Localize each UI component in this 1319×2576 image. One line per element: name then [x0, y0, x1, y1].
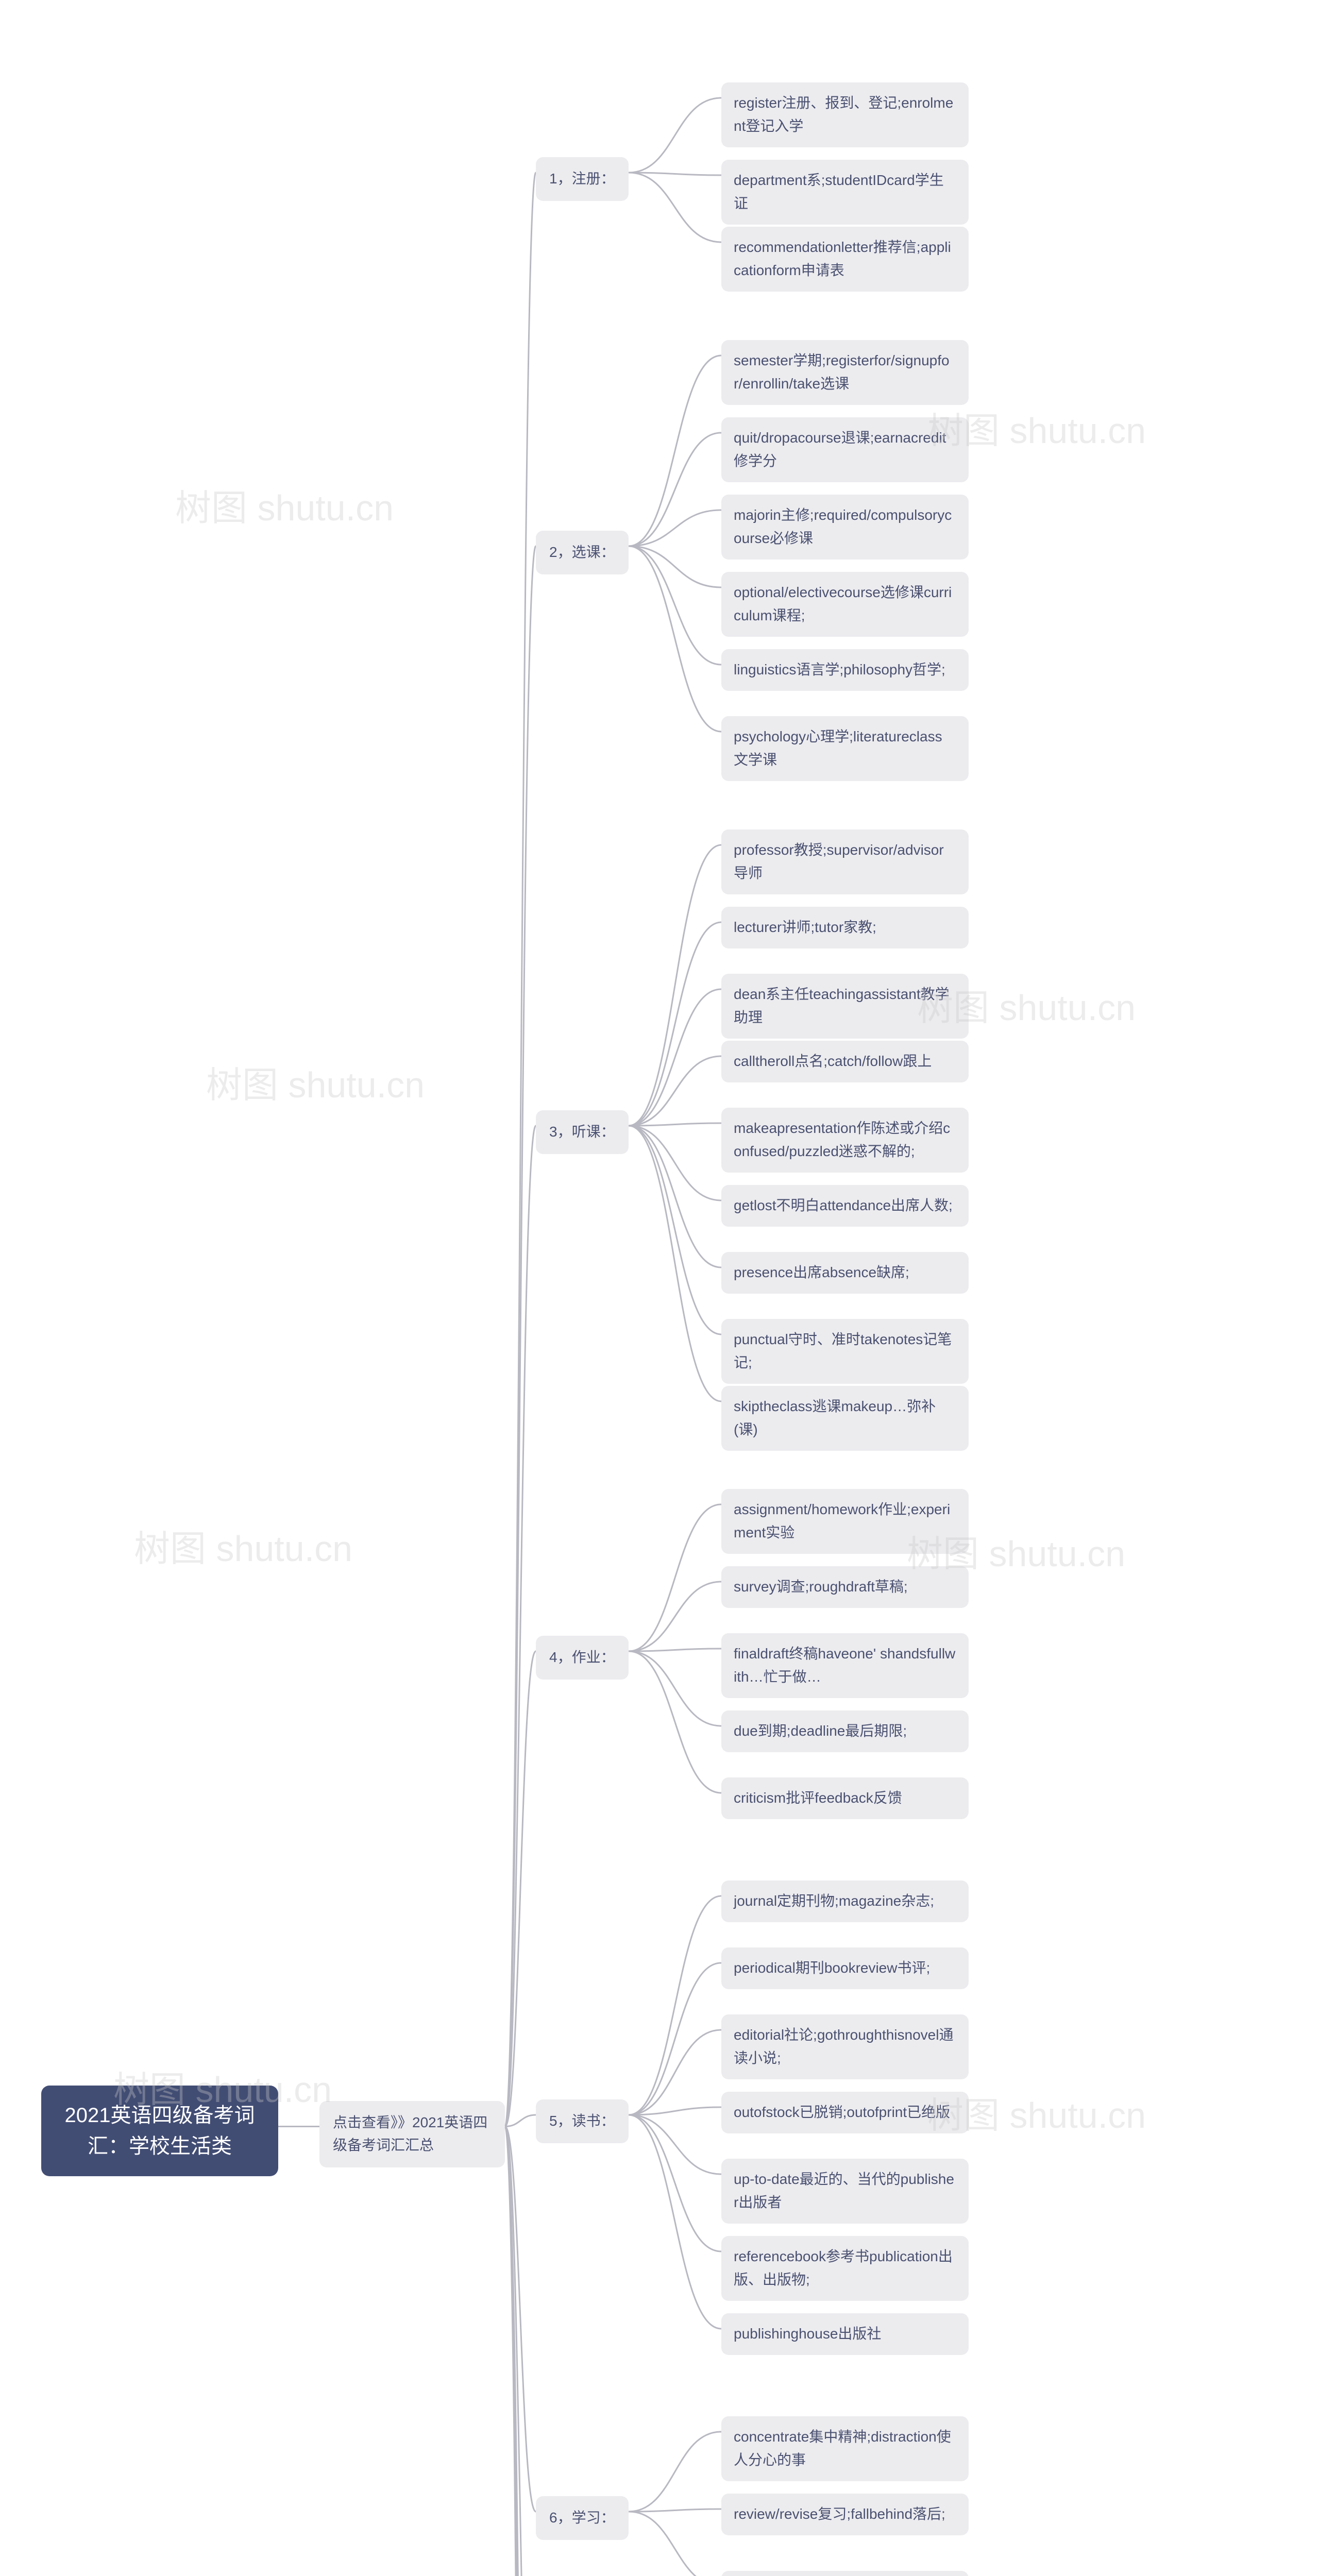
leaf-node-2-1: lecturer讲师;tutor家教;: [721, 907, 969, 948]
branch-node-0: 1，注册：: [536, 157, 629, 201]
leaf-node-4-3: outofstock已脱销;outofprint已绝版: [721, 2092, 969, 2133]
leaf-node-2-8: skiptheclass逃课makeup…弥补(课): [721, 1386, 969, 1451]
leaf-node-1-5: psychology心理学;literatureclass文学课: [721, 716, 969, 781]
leaf-node-4-6: publishinghouse出版社: [721, 2313, 969, 2355]
leaf-node-2-3: calltheroll点名;catch/follow跟上: [721, 1041, 969, 1082]
leaf-node-5-0: concentrate集中精神;distraction使人分心的事: [721, 2416, 969, 2481]
leaf-node-4-5: referencebook参考书publication出版、出版物;: [721, 2236, 969, 2301]
leaf-node-0-2: recommendationletter推荐信;applicationform申…: [721, 227, 969, 292]
leaf-node-3-0: assignment/homework作业;experiment实验: [721, 1489, 969, 1554]
leaf-node-2-7: punctual守时、准时takenotes记笔记;: [721, 1319, 969, 1384]
leaf-node-1-1: quit/dropacourse退课;earnacredit修学分: [721, 417, 969, 482]
leaf-node-4-0: journal定期刊物;magazine杂志;: [721, 1880, 969, 1922]
branch-node-4: 5，读书：: [536, 2099, 629, 2143]
branch-node-2: 3，听课：: [536, 1110, 629, 1154]
branch-node-3: 4，作业：: [536, 1636, 629, 1680]
leaf-node-2-5: getlost不明白attendance出席人数;: [721, 1185, 969, 1227]
leaf-node-3-1: survey调查;roughdraft草稿;: [721, 1566, 969, 1608]
leaf-node-2-0: professor教授;supervisor/advisor导师: [721, 829, 969, 894]
leaf-node-4-1: periodical期刊bookreview书评;: [721, 1947, 969, 1989]
level1-node: 点击查看》》2021英语四级备考词汇汇总: [319, 2101, 505, 2168]
watermark: 树图 shutu.cn: [206, 1056, 425, 1108]
leaf-node-2-2: dean系主任teachingassistant教学助理: [721, 974, 969, 1039]
branch-node-1: 2，选课：: [536, 531, 629, 574]
leaf-node-4-2: editorial社论;gothroughthisnovel通读小说;: [721, 2014, 969, 2079]
leaf-node-0-0: register注册、报到、登记;enrolment登记入学: [721, 82, 969, 147]
leaf-node-3-3: due到期;deadline最后期限;: [721, 1710, 969, 1752]
leaf-node-5-1: review/revise复习;fallbehind落后;: [721, 2494, 969, 2535]
leaf-node-1-3: optional/electivecourse选修课curriculum课程;: [721, 572, 969, 637]
leaf-node-3-2: finaldraft终稿haveone' shandsfullwith…忙于做…: [721, 1633, 969, 1698]
branch-node-5: 6，学习：: [536, 2496, 629, 2540]
leaf-node-3-4: criticism批评feedback反馈: [721, 1777, 969, 1819]
watermark: 树图 shutu.cn: [134, 1520, 352, 1572]
leaf-node-1-4: linguistics语言学;philosophy哲学;: [721, 649, 969, 691]
leaf-node-2-4: makeapresentation作陈述或介绍confused/puzzled迷…: [721, 1108, 969, 1173]
leaf-node-1-0: semester学期;registerfor/signupfor/enrolli…: [721, 340, 969, 405]
leaf-node-2-6: presence出席absence缺席;: [721, 1252, 969, 1294]
leaf-node-1-2: majorin主修;required/compulsorycourse必修课: [721, 495, 969, 560]
leaf-node-4-4: up-to-date最近的、当代的publisher出版者: [721, 2159, 969, 2224]
root-node: 2021英语四级备考词汇：学校生活类: [41, 2086, 278, 2176]
leaf-node-5-2: thinkmuch/highlyof…对…评价很高: [721, 2571, 969, 2576]
watermark: 树图 shutu.cn: [175, 479, 394, 531]
leaf-node-0-1: department系;studentIDcard学生证: [721, 160, 969, 225]
